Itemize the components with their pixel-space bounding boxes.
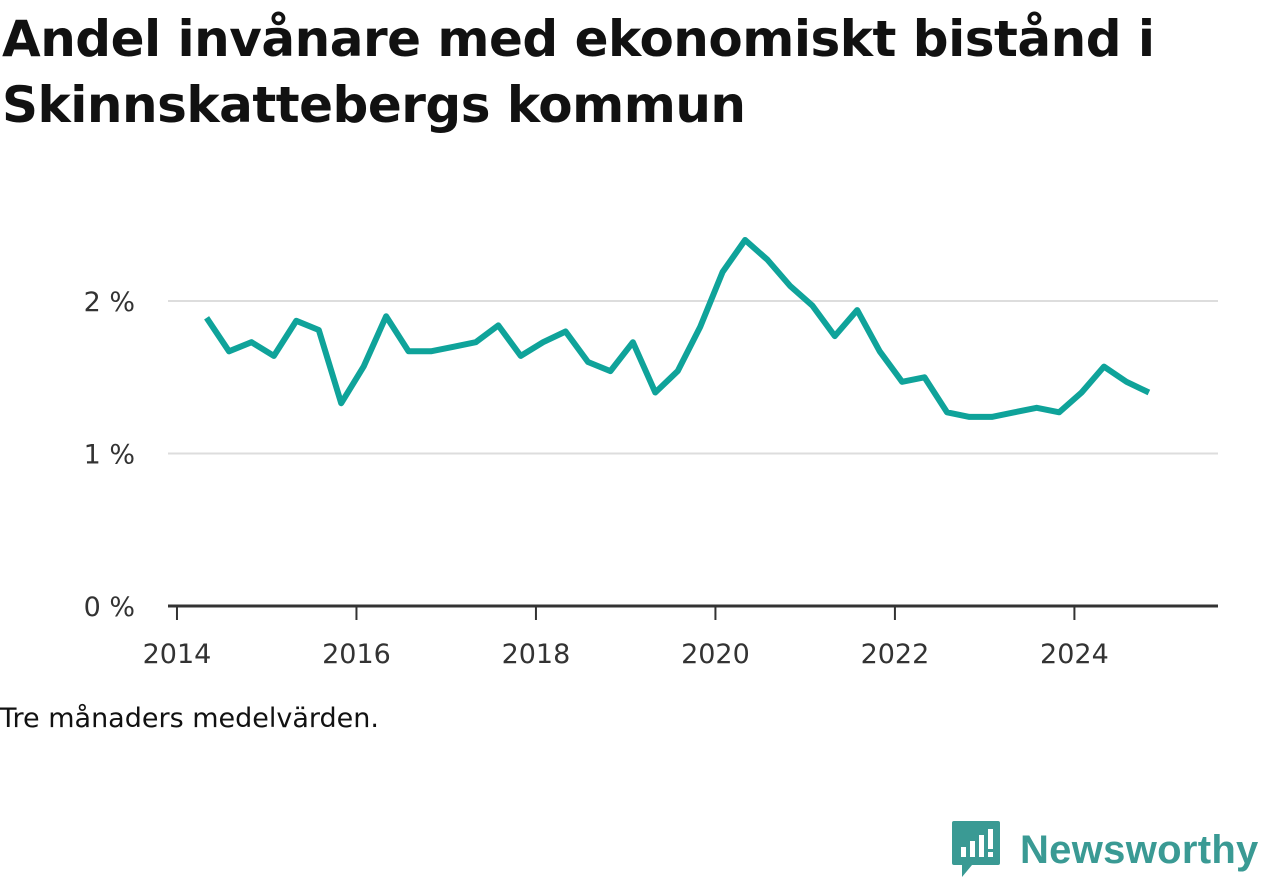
x-tick-label: 2022 xyxy=(861,639,930,670)
data-point xyxy=(406,348,412,354)
data-point xyxy=(1146,390,1152,396)
data-point xyxy=(495,322,501,328)
newsworthy-logo: Newsworthy xyxy=(950,818,1259,882)
newsworthy-logo-icon xyxy=(952,821,1000,877)
data-point xyxy=(607,368,613,374)
data-point xyxy=(832,333,838,339)
data-point xyxy=(293,318,299,324)
series-line xyxy=(204,237,1151,420)
data-point xyxy=(1101,364,1107,370)
series-area xyxy=(204,237,1152,420)
data-point xyxy=(316,327,322,333)
data-point xyxy=(204,315,210,321)
data-point xyxy=(1079,390,1085,396)
data-point xyxy=(1034,405,1040,411)
data-point xyxy=(473,339,479,345)
x-axis: 2014 2016 2018 2020 2022 2024 xyxy=(143,604,1218,670)
data-point xyxy=(518,353,524,359)
data-point xyxy=(989,414,995,420)
y-tick-label: 1 % xyxy=(84,440,135,471)
data-point xyxy=(1124,379,1130,385)
data-point xyxy=(361,364,367,370)
data-point xyxy=(652,390,658,396)
chart-footnote: Tre månaders medelvärden. xyxy=(0,703,379,734)
x-tick-label: 2018 xyxy=(502,639,571,670)
data-point xyxy=(922,374,928,380)
data-point xyxy=(338,400,344,406)
line-chart: 0 % 1 % 2 % 2014 2016 2018 2020 2022 2024 xyxy=(84,237,1218,670)
data-point xyxy=(877,348,883,354)
data-point xyxy=(540,339,546,345)
data-point xyxy=(720,269,726,275)
brand-name: Newsworthy xyxy=(1020,827,1259,872)
data-point xyxy=(585,359,591,365)
x-tick-label: 2016 xyxy=(322,639,391,670)
x-tick-label: 2014 xyxy=(143,639,212,670)
data-point xyxy=(428,348,434,354)
data-point xyxy=(697,324,703,330)
y-tick-label: 2 % xyxy=(84,287,135,318)
data-point xyxy=(765,257,771,263)
data-point xyxy=(854,307,860,313)
data-point xyxy=(226,348,232,354)
data-point xyxy=(450,344,456,350)
x-tick-label: 2020 xyxy=(681,639,750,670)
data-point xyxy=(271,353,277,359)
data-point xyxy=(899,379,905,385)
data-point xyxy=(1056,409,1062,415)
x-tick-label: 2024 xyxy=(1040,639,1109,670)
data-point xyxy=(787,283,793,289)
gridlines xyxy=(168,300,1218,455)
data-point xyxy=(675,368,681,374)
data-point xyxy=(563,329,569,335)
data-point xyxy=(249,339,255,345)
data-point xyxy=(944,409,950,415)
y-axis: 0 % 1 % 2 % xyxy=(84,287,135,623)
data-point xyxy=(742,237,748,243)
data-point xyxy=(383,313,389,319)
data-point xyxy=(966,414,972,420)
data-point xyxy=(1011,409,1017,415)
chart-title: Andel invånare med ekonomiskt bistånd i … xyxy=(2,10,1155,134)
data-point xyxy=(630,339,636,345)
data-point xyxy=(809,303,815,309)
y-tick-label: 0 % xyxy=(84,592,135,623)
